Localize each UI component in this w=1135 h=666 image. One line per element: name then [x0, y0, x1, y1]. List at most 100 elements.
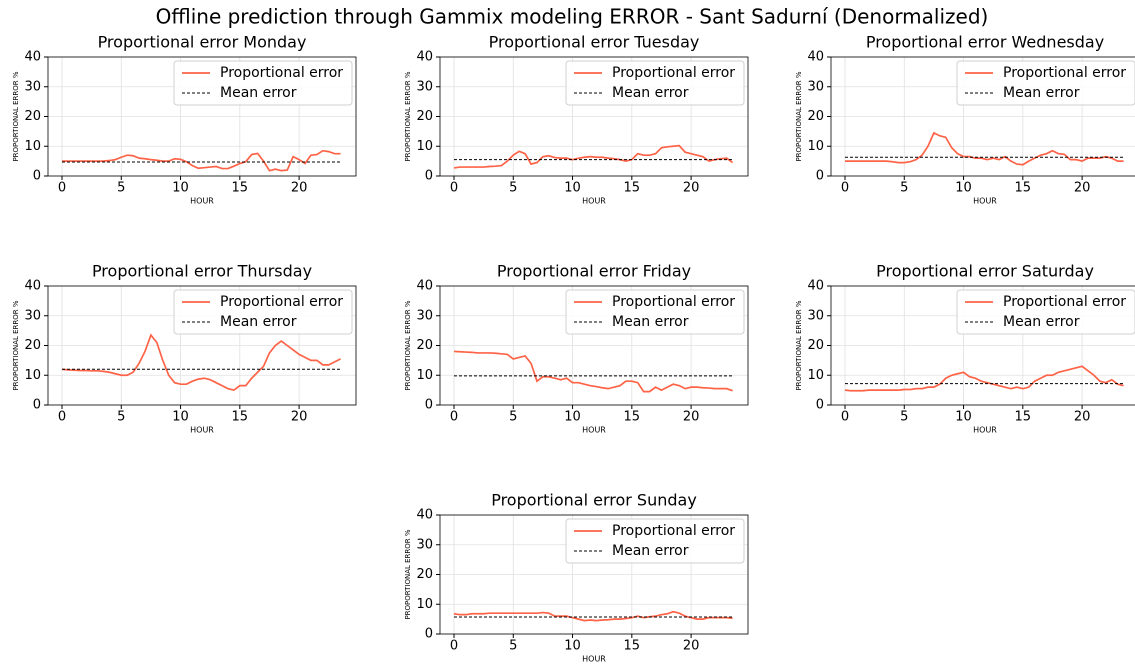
y-tick-label: 30 — [24, 308, 41, 323]
plot-frame — [830, 56, 1135, 177]
y-tick-label: 20 — [416, 109, 433, 124]
x-tick-label: 5 — [117, 410, 125, 425]
y-tick-label: 10 — [416, 597, 433, 612]
figure-title: Offline prediction through Gammix modeli… — [156, 5, 989, 29]
y-tick-label: 0 — [816, 398, 824, 413]
legend-label: Mean error — [1003, 85, 1080, 101]
y-tick-label: 20 — [24, 109, 41, 124]
y-tick-label: 40 — [416, 508, 433, 523]
legend-label: Proportional error — [612, 523, 735, 539]
legend-label: Proportional error — [612, 65, 735, 81]
x-tick-label: 10 — [172, 410, 189, 425]
x-tick-label: 10 — [172, 181, 189, 196]
x-tick-label: 5 — [117, 181, 125, 196]
y-tick-label: 20 — [416, 338, 433, 353]
legend-label: Mean error — [220, 85, 297, 101]
y-tick-label: 10 — [807, 368, 824, 383]
x-tick-label: 20 — [683, 639, 700, 654]
legend-box — [173, 60, 353, 106]
plot-frame — [47, 285, 357, 406]
x-tick-label: 10 — [955, 181, 972, 196]
legend-box — [956, 289, 1135, 335]
legend-label: Proportional error — [220, 294, 343, 310]
series-line — [453, 144, 734, 169]
y-tick-label: 20 — [807, 109, 824, 124]
plot-frame — [830, 285, 1135, 406]
plot-frame — [439, 514, 749, 635]
plot-frame — [47, 56, 357, 177]
legend-box — [565, 518, 745, 564]
y-tick-label: 0 — [425, 627, 433, 642]
x-tick-label: 5 — [900, 410, 908, 425]
x-tick-label: 15 — [624, 410, 641, 425]
x-axis-label: HOUR — [190, 426, 214, 435]
legend-label: Mean error — [612, 85, 689, 101]
legend-label: Proportional error — [612, 294, 735, 310]
y-tick-label: 30 — [807, 79, 824, 94]
x-axis-label: HOUR — [973, 197, 997, 206]
x-tick-label: 15 — [624, 639, 641, 654]
legend-box — [565, 60, 745, 106]
y-tick-label: 40 — [416, 279, 433, 294]
y-tick-label: 10 — [24, 368, 41, 383]
x-tick-label: 15 — [1015, 181, 1032, 196]
series-line — [453, 350, 733, 393]
x-tick-label: 15 — [624, 181, 641, 196]
series-line — [844, 131, 1124, 166]
y-axis-label: PROPORTIONAL ERROR % — [404, 300, 412, 390]
x-axis-label: HOUR — [973, 426, 997, 435]
y-tick-label: 0 — [33, 169, 41, 184]
x-tick-label: 5 — [509, 410, 517, 425]
panel-title: Proportional error Monday — [98, 33, 307, 52]
y-tick-label: 0 — [33, 398, 41, 413]
x-tick-label: 5 — [900, 181, 908, 196]
y-tick-label: 30 — [416, 537, 433, 552]
y-tick-label: 40 — [416, 50, 433, 65]
y-tick-label: 40 — [807, 50, 824, 65]
x-tick-label: 20 — [1074, 410, 1091, 425]
x-tick-label: 0 — [841, 410, 849, 425]
legend-label: Proportional error — [1003, 65, 1126, 81]
y-tick-label: 40 — [24, 279, 41, 294]
panel-title: Proportional error Saturday — [876, 262, 1094, 281]
plot-frame — [439, 285, 749, 406]
x-tick-label: 20 — [683, 410, 700, 425]
panel-title: Proportional error Wednesday — [866, 33, 1104, 52]
legend-box — [173, 289, 353, 335]
legend-label: Mean error — [612, 543, 689, 559]
x-tick-label: 0 — [58, 410, 66, 425]
y-tick-label: 30 — [416, 308, 433, 323]
x-axis-label: HOUR — [190, 197, 214, 206]
panel-title: Proportional error Tuesday — [489, 33, 700, 52]
x-tick-label: 0 — [841, 181, 849, 196]
x-tick-label: 0 — [58, 181, 66, 196]
y-tick-label: 30 — [807, 308, 824, 323]
x-tick-label: 5 — [509, 181, 517, 196]
x-tick-label: 20 — [291, 410, 308, 425]
y-tick-label: 10 — [807, 139, 824, 154]
x-tick-label: 0 — [450, 639, 458, 654]
x-tick-label: 20 — [291, 181, 308, 196]
y-tick-label: 10 — [24, 139, 41, 154]
y-tick-label: 20 — [416, 567, 433, 582]
panel-title: Proportional error Sunday — [491, 491, 697, 510]
y-tick-label: 40 — [24, 50, 41, 65]
x-tick-label: 15 — [232, 410, 249, 425]
y-tick-label: 10 — [416, 368, 433, 383]
x-tick-label: 20 — [1074, 181, 1091, 196]
x-tick-label: 15 — [1015, 410, 1032, 425]
panel-title: Proportional error Thursday — [92, 262, 312, 281]
y-axis-label: PROPORTIONAL ERROR % — [404, 71, 412, 161]
legend-label: Proportional error — [220, 65, 343, 81]
y-tick-label: 0 — [425, 398, 433, 413]
x-tick-label: 5 — [509, 639, 517, 654]
x-axis-label: HOUR — [582, 426, 606, 435]
panel-title: Proportional error Friday — [497, 262, 691, 281]
y-axis-label: PROPORTIONAL ERROR % — [12, 300, 20, 390]
legend-box — [956, 60, 1135, 106]
x-tick-label: 20 — [683, 181, 700, 196]
y-axis-label: PROPORTIONAL ERROR % — [795, 71, 803, 161]
x-axis-label: HOUR — [582, 197, 606, 206]
series-line — [453, 610, 733, 622]
